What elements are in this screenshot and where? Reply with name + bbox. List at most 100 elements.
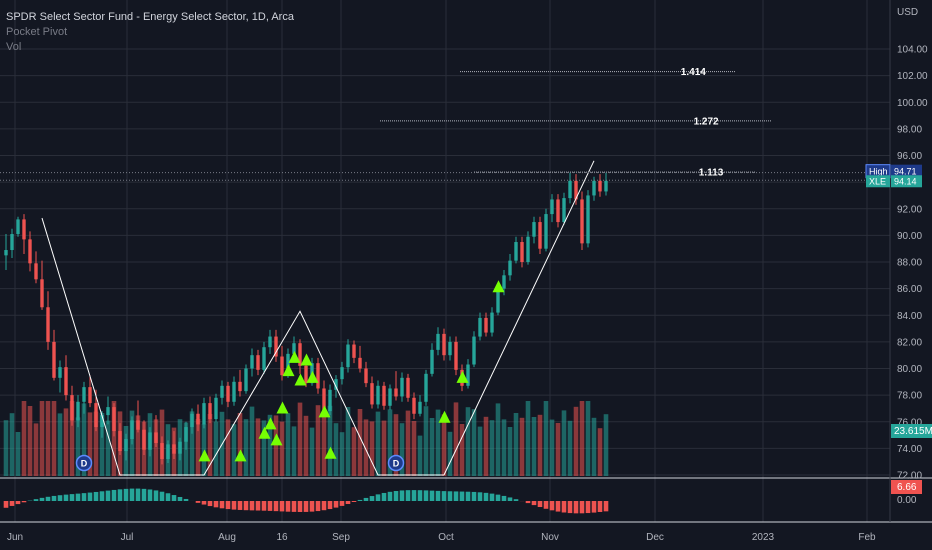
- fib-level-label: 1.414: [681, 67, 706, 78]
- oscillator-bar: [471, 491, 477, 501]
- pocket-pivot-marker: [270, 433, 283, 446]
- volume-bar: [87, 412, 93, 476]
- oscillator-bar: [99, 491, 105, 501]
- volume-bar: [153, 419, 159, 476]
- pocket-pivot-marker: [264, 417, 277, 430]
- volume-bar: [603, 414, 609, 476]
- trend-line[interactable]: [443, 160, 595, 476]
- volume-bar: [105, 420, 111, 476]
- oscillator-bar: [399, 490, 405, 501]
- candle-body: [496, 288, 500, 313]
- candle-body: [502, 275, 506, 289]
- volume-bar: [45, 401, 51, 476]
- oscillator-bar: [357, 499, 363, 501]
- oscillator-bar: [183, 498, 189, 501]
- candle-body: [94, 403, 98, 428]
- volume-bar: [327, 405, 333, 476]
- volume-bar: [519, 417, 525, 476]
- volume-bar: [375, 411, 381, 476]
- oscillator-bar: [441, 491, 447, 501]
- oscillator-bar: [321, 501, 327, 511]
- candle-body: [418, 401, 422, 414]
- volume-bar: [507, 427, 513, 476]
- oscillator-bar: [603, 501, 609, 512]
- price-axis[interactable]: 72.00 74.00 76.00 78.00 80.00 82.00 84.00 86.00…: [865, 7, 932, 506]
- volume-bar: [297, 402, 303, 476]
- y-tick-label: 74.00: [897, 444, 922, 455]
- dividend-marker[interactable]: [387, 454, 405, 472]
- pocket-pivot-marker: [198, 449, 211, 462]
- time-axis[interactable]: Jun Jul Aug 16 Sep Oct Nov Dec 2023 Feb: [7, 532, 876, 543]
- oscillator-bar: [129, 488, 135, 501]
- candle-body: [82, 387, 86, 402]
- volume-bar: [579, 401, 585, 476]
- candle-body: [562, 198, 566, 223]
- oscillator-bar: [219, 501, 225, 509]
- candle-body: [598, 180, 602, 192]
- x-tick-label: 16: [276, 532, 288, 543]
- x-tick-label: Feb: [858, 532, 876, 543]
- volume-bar: [597, 428, 603, 476]
- candle-body: [454, 341, 458, 370]
- candle-body: [466, 364, 470, 386]
- oscillator-bar: [297, 501, 303, 512]
- y-tick-label: 84.00: [897, 311, 922, 322]
- volume-bar: [135, 415, 141, 476]
- candle-body: [58, 367, 62, 378]
- candle-body: [130, 420, 134, 440]
- volume-bar: [189, 411, 195, 476]
- volume-bar: [345, 407, 351, 476]
- volume-bar: [465, 407, 471, 476]
- oscillator-bar: [495, 494, 501, 501]
- volume-bar: [591, 417, 597, 476]
- candle-body: [4, 250, 8, 256]
- symbol-tag-label: XLE: [869, 176, 886, 186]
- candle-body: [124, 439, 128, 452]
- volume-bar: [357, 409, 363, 476]
- oscillator-bar: [345, 501, 351, 505]
- volume-indicator-label[interactable]: Vol: [6, 41, 22, 53]
- volume-bar: [447, 431, 453, 476]
- volume-bar: [195, 419, 201, 476]
- oscillator-bar: [393, 490, 399, 501]
- currency-label: USD: [897, 7, 918, 18]
- symbol-title[interactable]: SPDR Select Sector Fund - Energy Select …: [6, 11, 294, 23]
- zigzag-pattern-line[interactable]: [41, 217, 444, 476]
- dividend-marker[interactable]: [75, 454, 93, 472]
- volume-bar: [291, 426, 297, 476]
- candle-body: [580, 199, 584, 244]
- volume-bar: [279, 421, 285, 476]
- volume-bar: [417, 435, 423, 476]
- x-tick-label: Oct: [438, 532, 454, 543]
- oscillator-bar: [351, 501, 357, 502]
- pocket-pivot-marker: [294, 373, 307, 386]
- candle-body: [100, 415, 104, 428]
- pocket-pivot-markers: [198, 280, 505, 462]
- candle-body: [202, 403, 206, 425]
- oscillator-bar: [111, 489, 117, 501]
- y-tick-label: 90.00: [897, 231, 922, 242]
- candle-body: [478, 317, 482, 337]
- pattern-drawings[interactable]: [41, 160, 595, 476]
- fib-level-label: 1.272: [694, 116, 719, 127]
- oscillator-pane: [3, 488, 609, 514]
- indicator-label[interactable]: Pocket Pivot: [6, 26, 68, 38]
- volume-bar: [435, 409, 441, 476]
- candle-body: [376, 385, 380, 405]
- oscillator-bar: [339, 501, 345, 506]
- volume-bar: [255, 418, 261, 476]
- candle-body: [604, 180, 608, 192]
- oscillator-bar: [525, 501, 531, 504]
- pocket-pivot-marker: [318, 405, 331, 418]
- candle-body: [142, 429, 146, 450]
- candle-body: [28, 239, 32, 264]
- volume-bar: [207, 414, 213, 476]
- volume-bar: [237, 413, 243, 476]
- volume-bar: [99, 413, 105, 476]
- volume-bar: [249, 406, 255, 476]
- candle-body: [256, 355, 260, 370]
- candle-body: [172, 444, 176, 454]
- last-price-label: 94.14: [894, 176, 917, 186]
